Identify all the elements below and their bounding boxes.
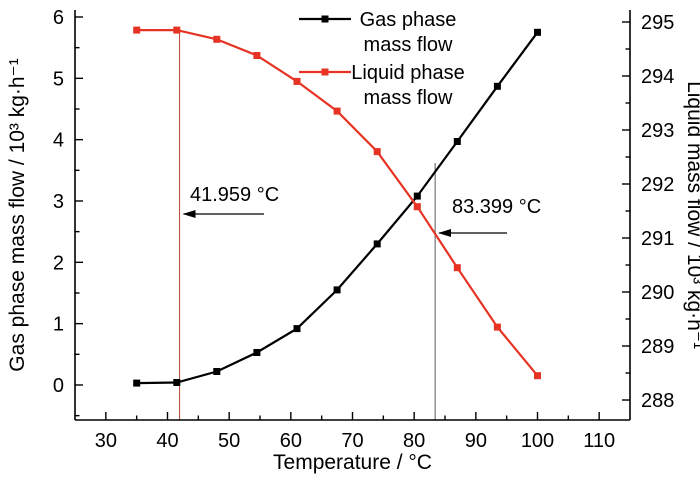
data-point-marker xyxy=(413,192,421,200)
annotation-1: 41.959 °C xyxy=(179,30,279,420)
data-point-marker xyxy=(534,372,541,380)
y-right-tick-label: 293 xyxy=(641,120,674,142)
x-tick-label: 60 xyxy=(280,430,302,452)
y-left-axis-title: Gas phase mass flow / 10³ kg·h⁻¹ xyxy=(6,58,29,371)
legend-entry-2: Liquid phase mass flow xyxy=(299,62,465,109)
y-left-tick-label: 5 xyxy=(53,68,64,90)
series-liquid-phase xyxy=(133,26,541,380)
y-left-tick-label: 3 xyxy=(53,191,64,213)
data-point-marker xyxy=(333,107,341,115)
annotation-label: 41.959 °C xyxy=(190,184,279,206)
y-left-tick-label: 1 xyxy=(53,314,64,336)
legend-sample-marker xyxy=(321,68,329,76)
y-left-tick-label: 2 xyxy=(53,252,64,274)
y-left-tick-label: 0 xyxy=(53,375,64,397)
y-right-tick-label: 290 xyxy=(641,282,674,304)
y-left-tick-label: 4 xyxy=(53,130,64,152)
legend: Gas phase mass flow Liquid phase mass flow xyxy=(299,9,465,109)
data-point-marker xyxy=(253,349,261,356)
legend-sample-marker xyxy=(321,15,329,23)
x-tick-label: 50 xyxy=(218,430,240,452)
data-point-marker xyxy=(293,325,301,333)
x-tick-label: 100 xyxy=(521,430,554,452)
series-gas-phase xyxy=(133,28,541,387)
data-point-marker xyxy=(493,323,501,331)
x-tick-label: 40 xyxy=(156,430,178,452)
annotation-label: 83.399 °C xyxy=(452,196,541,218)
legend-label: Liquid phase xyxy=(351,62,464,84)
y-right-tick-label: 292 xyxy=(641,174,674,196)
x-tick-label: 110 xyxy=(583,430,615,452)
data-point-marker xyxy=(493,82,501,90)
y-right-tick-label: 289 xyxy=(641,336,674,358)
annotation-2: 83.399 °C xyxy=(434,163,541,420)
legend-label: mass flow xyxy=(364,87,453,109)
x-tick-label: 90 xyxy=(465,430,487,452)
y-left-tick-label: 6 xyxy=(53,7,64,29)
data-point-marker xyxy=(534,28,541,36)
data-point-marker xyxy=(213,368,221,375)
data-point-marker xyxy=(133,379,141,387)
ticks xyxy=(75,16,630,420)
data-point-marker xyxy=(173,26,181,34)
data-point-marker xyxy=(213,35,221,43)
y-right-tick-label: 294 xyxy=(641,66,674,88)
data-point-marker xyxy=(133,26,141,34)
legend-label: mass flow xyxy=(364,34,453,56)
x-tick-label: 70 xyxy=(341,430,363,452)
legend-entry-1: Gas phase mass flow xyxy=(299,9,456,56)
x-tick-label: 30 xyxy=(95,430,117,452)
y-right-tick-label: 291 xyxy=(641,228,674,250)
data-point-marker xyxy=(453,138,461,145)
data-point-marker xyxy=(293,77,301,85)
x-axis-title: Temperature / °C xyxy=(273,451,432,474)
y-right-tick-label: 295 xyxy=(641,12,674,34)
data-point-marker xyxy=(453,264,461,272)
y-right-axis-title: Liquid mass flow / 10³ kg·h⁻¹ xyxy=(683,81,700,349)
tick-labels: 30 40 50 60 70 80 90 100 110 0 1 2 3 4 5 6 288 289 290 291 2… xyxy=(53,7,675,452)
data-point-marker xyxy=(333,286,341,294)
data-point-marker xyxy=(173,379,181,386)
data-point-marker xyxy=(373,240,381,248)
legend-label: Gas phase xyxy=(360,9,457,31)
data-point-marker xyxy=(413,203,421,211)
data-point-marker xyxy=(253,52,261,59)
x-tick-label: 80 xyxy=(403,430,425,452)
y-right-tick-label: 288 xyxy=(641,390,674,412)
data-point-marker xyxy=(373,148,381,156)
